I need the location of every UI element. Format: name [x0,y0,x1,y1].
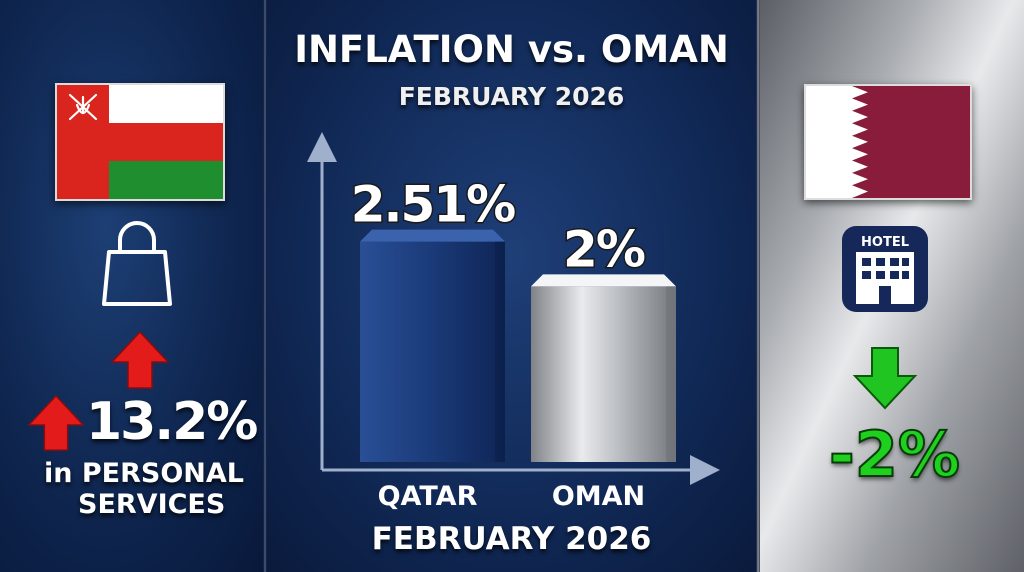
divider [263,0,267,572]
up-arrow-icon [27,394,85,451]
chart-title: INFLATION vs. OMAN [294,28,729,71]
data-label: 2.51% [351,176,515,234]
oman-emblem-icon [68,93,98,121]
bar-oman [531,286,676,462]
up-arrow-icon [110,330,170,389]
shopping-bag-icon [102,221,172,306]
oman-flag [55,83,225,201]
chart-subtitle: FEBRUARY 2026 [398,82,625,111]
personal-services-label: SERVICES [78,489,226,520]
divider [756,0,760,572]
bar-top-qatar [360,229,505,242]
down-arrow-icon [852,347,918,410]
bar-top-oman [531,274,676,287]
data-label: 2% [563,220,645,278]
bar-side-oman [666,286,676,462]
bar-qatar [360,241,505,462]
chart-panel [265,0,758,572]
hotel-icon: HOTEL [842,226,928,312]
qatar-flag [804,84,972,200]
x-axis-label: FEBRUARY 2026 [371,521,652,557]
personal-services-label: in PERSONAL [44,458,244,489]
hotel-sign-text: HOTEL [861,235,909,250]
x-tick-label: QATAR [378,481,478,512]
x-tick-label: OMAN [552,481,645,512]
hotel-change-value: -2% [828,417,961,492]
bar-chart: 2.51% QATAR 2% OMAN [307,132,720,512]
bar-side-qatar [495,241,505,462]
personal-services-value: 13.2% [86,392,258,452]
